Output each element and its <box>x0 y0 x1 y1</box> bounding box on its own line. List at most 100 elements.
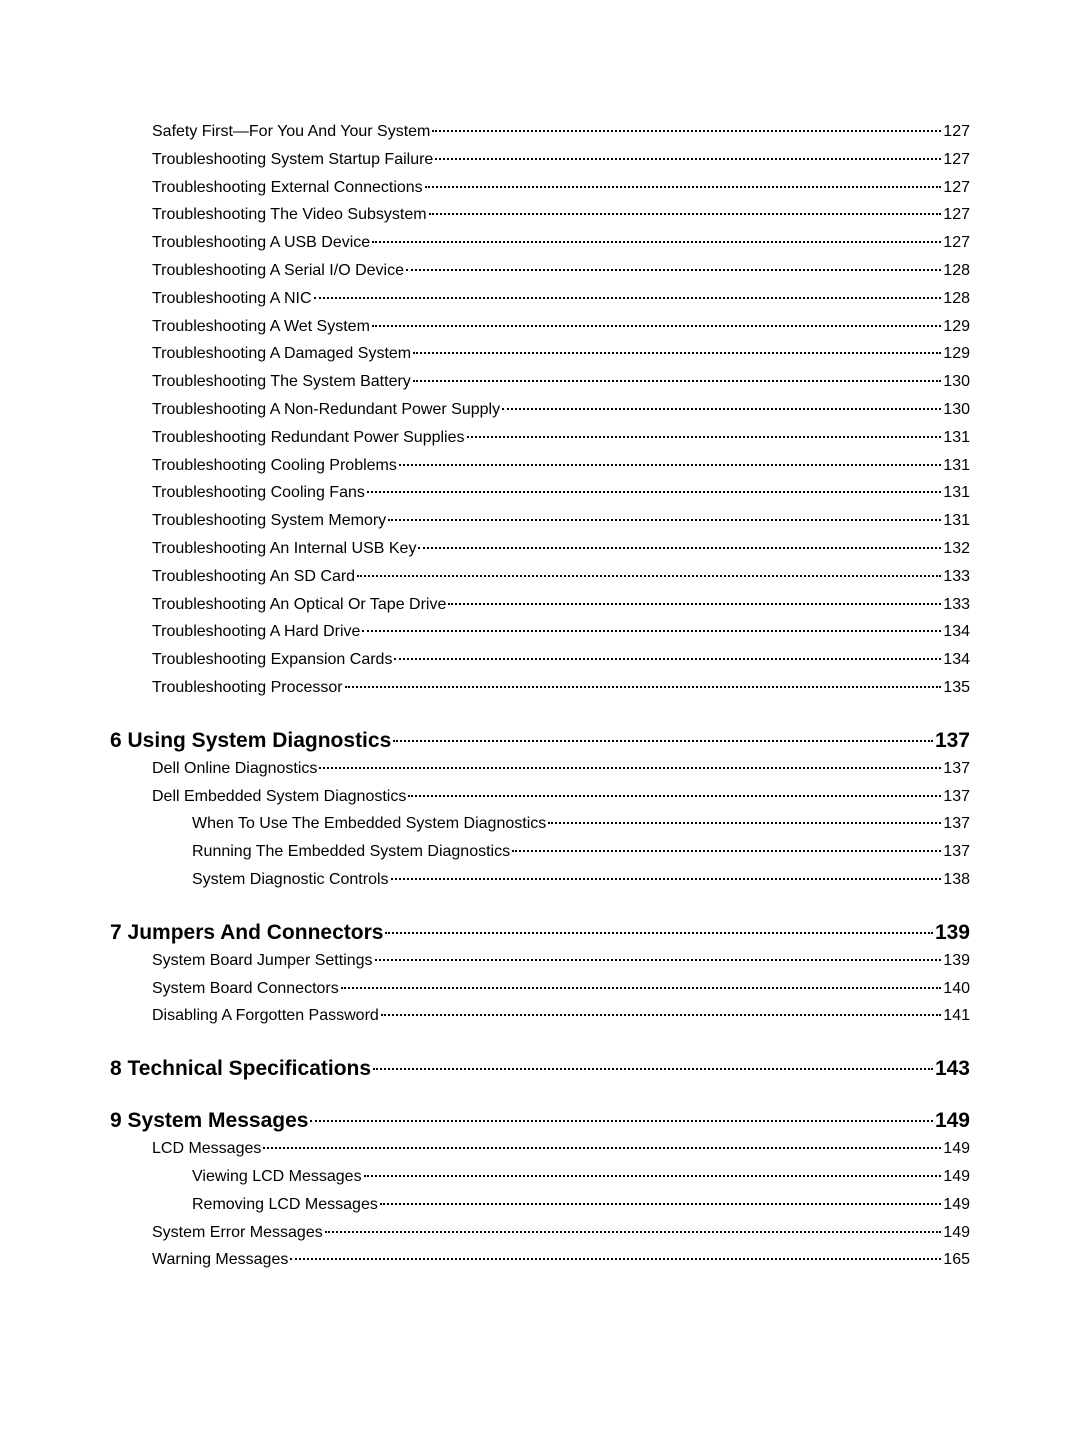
toc-entry: Troubleshooting System Memory131 <box>110 509 970 534</box>
toc-label: System Board Jumper Settings <box>152 949 373 974</box>
toc-page-number: 129 <box>943 315 970 340</box>
toc-leader-dots <box>435 158 941 160</box>
toc-entry: Troubleshooting System Startup Failure 12… <box>110 148 970 173</box>
toc-entry: Troubleshooting A USB Device127 <box>110 231 970 256</box>
toc-label: Troubleshooting System Startup Failure <box>152 148 433 173</box>
toc-entry: Dell Embedded System Diagnostics137 <box>110 785 970 810</box>
toc-page-number: 138 <box>943 868 970 893</box>
toc-page-number: 149 <box>943 1137 970 1162</box>
toc-label: Dell Embedded System Diagnostics <box>152 785 406 810</box>
toc-label: Troubleshooting An Optical Or Tape Drive <box>152 593 446 618</box>
toc-page-number: 137 <box>943 812 970 837</box>
toc-label: Troubleshooting The System Battery <box>152 370 411 395</box>
toc-label: Dell Online Diagnostics <box>152 757 317 782</box>
toc-page-number: 140 <box>943 977 970 1002</box>
toc-label: Troubleshooting The Video Subsystem <box>152 203 427 228</box>
toc-leader-dots <box>393 740 933 742</box>
toc-leader-dots <box>394 658 941 660</box>
toc-leader-dots <box>381 1014 942 1016</box>
toc-label: 8 Technical Specifications <box>110 1057 371 1081</box>
toc-entry: LCD Messages149 <box>110 1137 970 1162</box>
toc-entry: Troubleshooting Cooling Fans131 <box>110 481 970 506</box>
toc-label: Troubleshooting Expansion Cards <box>152 648 392 673</box>
toc-leader-dots <box>375 959 942 961</box>
toc-label: Viewing LCD Messages <box>192 1165 362 1190</box>
toc-entry: Troubleshooting Processor135 <box>110 676 970 701</box>
toc-label: System Diagnostic Controls <box>192 868 389 893</box>
toc-label: 9 System Messages <box>110 1109 308 1133</box>
toc-label: Troubleshooting Cooling Problems <box>152 454 397 479</box>
toc-page-number: 128 <box>943 259 970 284</box>
toc-entry: Troubleshooting An SD Card133 <box>110 565 970 590</box>
toc-label: Running The Embedded System Diagnostics <box>192 840 510 865</box>
toc-entry: Troubleshooting An Optical Or Tape Drive… <box>110 593 970 618</box>
toc-leader-dots <box>362 630 941 632</box>
toc-page-number: 127 <box>943 203 970 228</box>
toc-entry: Troubleshooting A NIC128 <box>110 287 970 312</box>
toc-page-number: 139 <box>935 921 970 945</box>
toc-entry: Running The Embedded System Diagnostics1… <box>110 840 970 865</box>
toc-label: 6 Using System Diagnostics <box>110 729 391 753</box>
table-of-contents: Safety First—For You And Your System127T… <box>110 120 970 1273</box>
toc-label: Troubleshooting A Serial I/O Device <box>152 259 404 284</box>
toc-page-number: 130 <box>943 398 970 423</box>
toc-entry: Warning Messages 165 <box>110 1248 970 1273</box>
toc-page-number: 134 <box>943 648 970 673</box>
toc-leader-dots <box>263 1147 941 1149</box>
toc-leader-dots <box>467 436 942 438</box>
toc-label: Safety First—For You And Your System <box>152 120 430 145</box>
toc-label: Troubleshooting External Connections <box>152 176 423 201</box>
toc-leader-dots <box>425 186 942 188</box>
toc-page-number: 129 <box>943 342 970 367</box>
toc-entry: Viewing LCD Messages 149 <box>110 1165 970 1190</box>
toc-label: Troubleshooting Redundant Power Supplies <box>152 426 465 451</box>
toc-leader-dots <box>319 767 941 769</box>
toc-page-number: 149 <box>943 1165 970 1190</box>
toc-label: System Error Messages <box>152 1221 323 1246</box>
toc-entry: Troubleshooting The Video Subsystem 127 <box>110 203 970 228</box>
toc-page-number: 137 <box>935 729 970 753</box>
toc-entry: System Error Messages149 <box>110 1221 970 1246</box>
toc-leader-dots <box>408 795 941 797</box>
toc-page-number: 134 <box>943 620 970 645</box>
toc-entry: Removing LCD Messages149 <box>110 1193 970 1218</box>
toc-entry: Troubleshooting A Wet System 129 <box>110 315 970 340</box>
toc-page-number: 130 <box>943 370 970 395</box>
toc-label: Warning Messages <box>152 1248 288 1273</box>
toc-entry: Troubleshooting A Serial I/O Device 128 <box>110 259 970 284</box>
toc-page-number: 131 <box>943 426 970 451</box>
toc-leader-dots <box>290 1258 941 1260</box>
toc-page-number: 141 <box>943 1004 970 1029</box>
toc-leader-dots <box>372 325 941 327</box>
toc-entry: 9 System Messages149 <box>110 1109 970 1133</box>
toc-label: Troubleshooting A Damaged System <box>152 342 411 367</box>
toc-page-number: 149 <box>943 1193 970 1218</box>
toc-page-number: 165 <box>943 1248 970 1273</box>
toc-leader-dots <box>372 241 941 243</box>
toc-page-number: 131 <box>943 454 970 479</box>
toc-leader-dots <box>325 1231 942 1233</box>
toc-leader-dots <box>391 878 942 880</box>
toc-leader-dots <box>512 850 941 852</box>
toc-entry: System Diagnostic Controls 138 <box>110 868 970 893</box>
toc-entry: Troubleshooting A Damaged System 129 <box>110 342 970 367</box>
toc-label: Troubleshooting A Wet System <box>152 315 370 340</box>
toc-leader-dots <box>388 519 941 521</box>
toc-page-number: 127 <box>943 148 970 173</box>
toc-leader-dots <box>413 352 941 354</box>
toc-label: 7 Jumpers And Connectors <box>110 921 383 945</box>
toc-entry: Troubleshooting Expansion Cards 134 <box>110 648 970 673</box>
toc-leader-dots <box>341 987 942 989</box>
toc-page-number: 127 <box>943 176 970 201</box>
toc-page-number: 135 <box>943 676 970 701</box>
toc-page-number: 137 <box>943 757 970 782</box>
toc-entry: 7 Jumpers And Connectors 139 <box>110 921 970 945</box>
toc-leader-dots <box>413 380 942 382</box>
toc-page-number: 139 <box>943 949 970 974</box>
toc-page-number: 127 <box>943 120 970 145</box>
toc-leader-dots <box>429 213 942 215</box>
toc-leader-dots <box>380 1203 941 1205</box>
toc-leader-dots <box>364 1175 942 1177</box>
toc-entry: When To Use The Embedded System Diagnost… <box>110 812 970 837</box>
toc-label: Troubleshooting A Hard Drive <box>152 620 360 645</box>
